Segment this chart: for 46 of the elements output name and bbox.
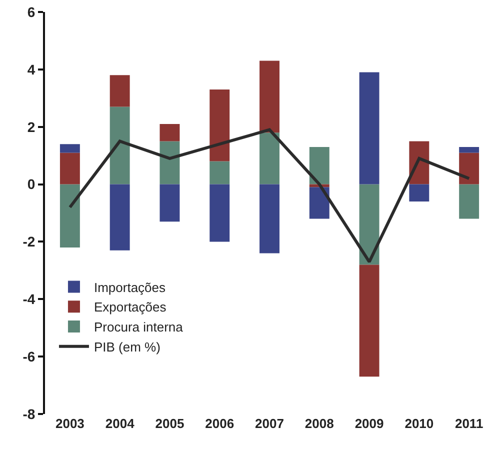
bar — [459, 152, 480, 184]
x-tick-label: 2011 — [454, 416, 484, 431]
bar — [359, 264, 380, 377]
legend-label: Importações — [94, 280, 166, 295]
bar — [110, 106, 130, 184]
y-tick-label: -6 — [22, 348, 36, 364]
x-tick-label: 2009 — [354, 416, 384, 431]
line-series — [68, 128, 471, 264]
bar — [210, 90, 230, 162]
bar — [160, 141, 180, 184]
bar — [359, 184, 380, 265]
x-tick-label: 2006 — [205, 416, 234, 431]
x-tick-label: 2007 — [255, 416, 284, 431]
bar — [260, 60, 280, 133]
legend-label: Exportações — [94, 300, 167, 315]
x-tick-label: 2005 — [155, 416, 184, 431]
x-tick-label: 2010 — [404, 416, 434, 431]
bar — [260, 132, 280, 184]
bar — [309, 187, 330, 219]
bar — [160, 184, 180, 222]
legend-label: Procura interna — [94, 320, 184, 335]
y-tick-label: -4 — [22, 291, 36, 308]
legend-label: PIB (em %) — [94, 339, 160, 354]
bar — [110, 75, 130, 107]
y-tick-label: 6 — [27, 4, 36, 20]
bar — [60, 184, 80, 248]
y-tick-label: 4 — [27, 61, 36, 78]
bar — [210, 184, 230, 242]
y-tick-label: 0 — [27, 176, 36, 192]
bar — [459, 146, 480, 153]
x-tick-label: 2004 — [105, 416, 136, 431]
bar — [359, 72, 380, 184]
bar — [309, 146, 330, 184]
y-tick-label: 2 — [27, 118, 36, 135]
bar — [409, 184, 430, 202]
bar — [160, 124, 180, 142]
y-tick-label: -8 — [22, 406, 36, 422]
y-tick-label: -2 — [22, 234, 36, 250]
x-tick-label: 2008 — [304, 416, 334, 431]
bar — [60, 152, 80, 184]
bar — [459, 184, 480, 219]
bar — [60, 144, 80, 153]
bar — [260, 184, 280, 254]
bar — [210, 161, 230, 184]
x-tick-label: 2003 — [55, 416, 84, 431]
bar — [110, 184, 130, 250]
